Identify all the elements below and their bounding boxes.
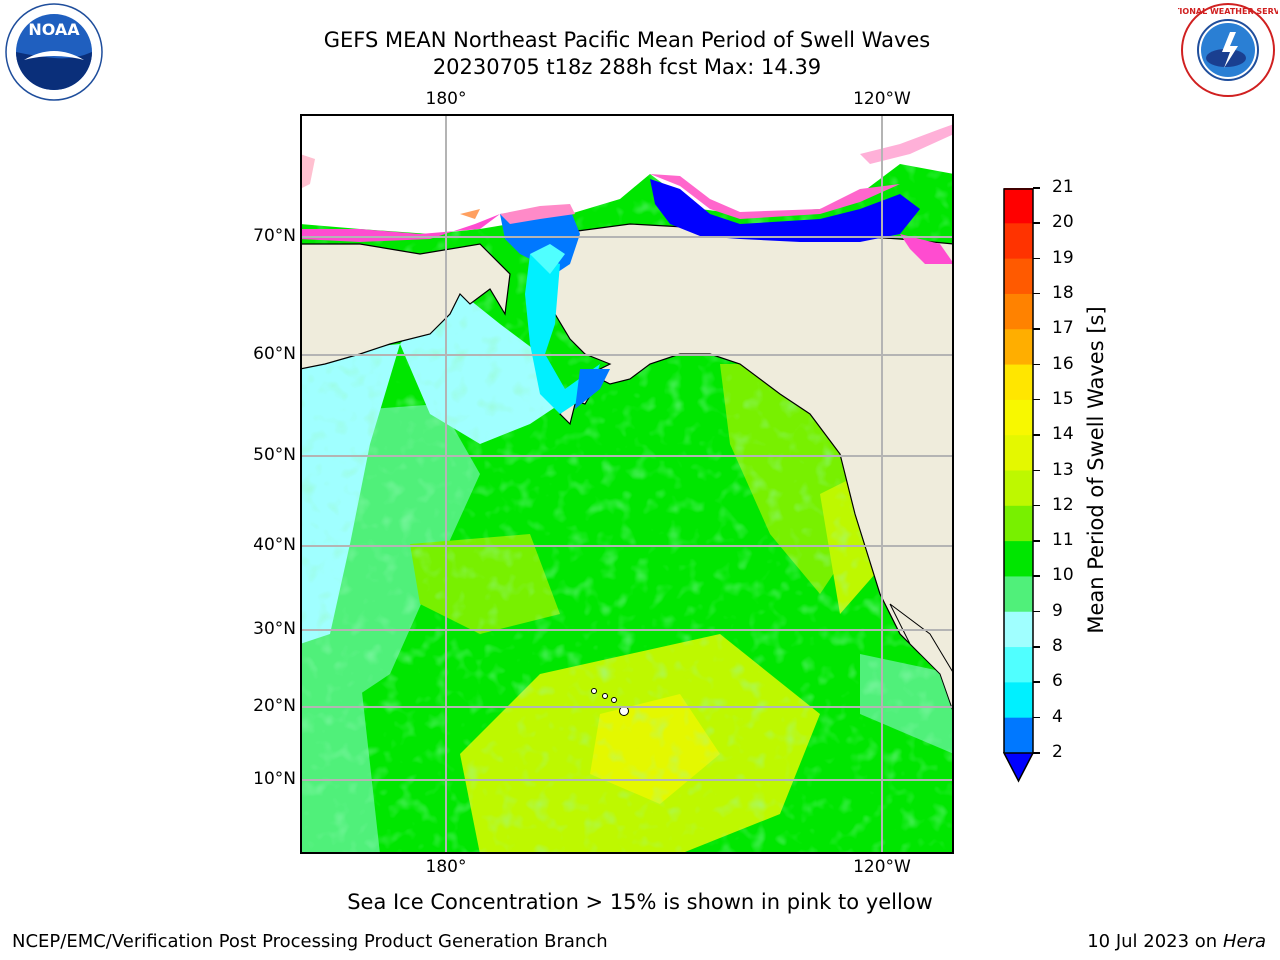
colorbar-bin — [1004, 188, 1033, 224]
lon-label-bottom-120w: 120°W — [853, 857, 911, 877]
colorbar-tick-mark — [1033, 716, 1040, 719]
colorbar-tick-mark — [1033, 434, 1040, 436]
colorbar-tick-label: 4 — [1052, 706, 1063, 727]
colorbar-tick-label: 18 — [1052, 282, 1074, 303]
colorbar-tick-mark — [1033, 222, 1040, 224]
noaa-logo: NOAA — [4, 2, 104, 102]
colorbar-extend-triangle — [1002, 752, 1035, 783]
colorbar-bin — [1004, 435, 1033, 471]
colorbar-tick-label: 9 — [1052, 600, 1063, 621]
map-panel — [300, 114, 954, 854]
colorbar-tick-label: 10 — [1052, 565, 1074, 586]
colorbar-tick-label: 17 — [1052, 318, 1074, 339]
colorbar-tick-mark — [1033, 540, 1040, 542]
land-mass-north-america — [544, 223, 954, 675]
svg-text:NOAA: NOAA — [28, 20, 80, 39]
colorbar-tick-label: 20 — [1052, 212, 1074, 233]
plot-title: GEFS MEAN Northeast Pacific Mean Period … — [323, 28, 931, 52]
colorbar-tick-label: 14 — [1052, 424, 1074, 445]
lon-label-bottom-180: 180° — [425, 857, 467, 877]
colorbar — [1002, 188, 1035, 783]
colorbar-tick-mark — [1033, 575, 1040, 577]
land-mass — [300, 243, 511, 370]
colorbar-bin — [1004, 470, 1033, 507]
colorbar-bin — [1004, 611, 1033, 648]
lat-label-50n: 50°N — [253, 445, 296, 465]
colorbar-bin — [1004, 682, 1033, 719]
colorbar-bin — [1004, 717, 1033, 754]
colorbar-tick-mark — [1033, 292, 1040, 295]
colorbar-tick-mark — [1033, 363, 1040, 366]
svg-text:NATIONAL WEATHER SERVICE: NATIONAL WEATHER SERVICE — [1178, 7, 1278, 16]
colorbar-tick-mark — [1033, 646, 1040, 648]
footer-credit: NCEP/EMC/Verification Post Processing Pr… — [12, 931, 608, 952]
colorbar-tick-label: 13 — [1052, 459, 1074, 480]
colorbar-tick-label: 11 — [1052, 530, 1074, 551]
colorbar-tick-label: 15 — [1052, 388, 1074, 409]
lat-label-60n: 60°N — [253, 344, 296, 364]
colorbar-bin — [1004, 293, 1033, 330]
colorbar-tick-label: 19 — [1052, 247, 1074, 268]
colorbar-bin — [1004, 364, 1033, 401]
nws-logo: NATIONAL WEATHER SERVICE — [1162, 2, 1280, 98]
arctic-swell-zone — [650, 179, 920, 242]
colorbar-tick-mark — [1033, 681, 1040, 683]
sea-ice-note: Sea Ice Concentration > 15% is shown in … — [347, 890, 933, 914]
colorbar-tick-mark — [1033, 610, 1040, 613]
colorbar-bin — [1004, 223, 1033, 260]
colorbar-tick-label: 6 — [1052, 671, 1063, 692]
colorbar-tick-label: 16 — [1052, 353, 1074, 374]
colorbar-tick-mark — [1033, 752, 1040, 754]
sea-ice-zone — [300, 214, 500, 242]
footer-date: 10 Jul 2023 on Hera — [1087, 931, 1266, 952]
colorbar-bin — [1004, 541, 1033, 577]
lat-label-30n: 30°N — [253, 619, 296, 639]
colorbar-tick-label: 8 — [1052, 636, 1063, 657]
colorbar-bin — [1004, 329, 1033, 366]
colorbar-tick-label: 2 — [1052, 742, 1063, 762]
colorbar-bin — [1004, 399, 1033, 436]
colorbar-bin — [1004, 576, 1033, 613]
colorbar-bin — [1004, 258, 1033, 295]
lat-label-20n: 20°N — [253, 696, 296, 716]
colorbar-tick-mark — [1033, 187, 1040, 189]
colorbar-bin — [1004, 647, 1033, 683]
lat-label-10n: 10°N — [253, 769, 296, 789]
lat-label-70n: 70°N — [253, 226, 296, 246]
colorbar-tick-mark — [1033, 469, 1040, 471]
colorbar-tick-label: 12 — [1052, 494, 1074, 515]
colorbar-tick-mark — [1033, 398, 1040, 401]
colorbar-tick-mark — [1033, 328, 1040, 330]
colorbar-bin — [1004, 505, 1033, 542]
plot-subtitle: 20230705 t18z 288h fcst Max: 14.39 — [432, 55, 822, 79]
colorbar-tick-mark — [1033, 257, 1040, 260]
footer-host: Hera — [1222, 931, 1266, 952]
lon-label-top-120w: 120°W — [853, 89, 911, 109]
lon-label-top-180: 180° — [425, 89, 467, 109]
colorbar-tick-mark — [1033, 504, 1040, 507]
colorbar-tick-label: 21 — [1052, 177, 1074, 197]
lat-label-40n: 40°N — [253, 535, 296, 555]
